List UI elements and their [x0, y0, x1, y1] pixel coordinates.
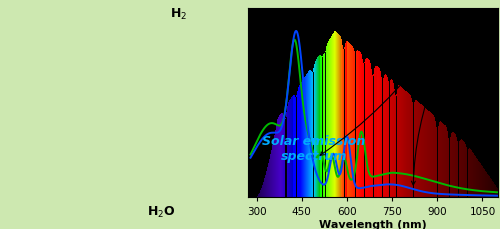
Text: RuCOF-TAPP(Zn): RuCOF-TAPP(Zn): [401, 58, 480, 185]
Text: Solar emission
spectrum: Solar emission spectrum: [262, 134, 366, 162]
Text: RuCOF-TAPP(2H): RuCOF-TAPP(2H): [320, 28, 482, 155]
Text: H$_2$O: H$_2$O: [148, 204, 176, 219]
X-axis label: Wavelength (nm): Wavelength (nm): [318, 219, 426, 229]
Text: H$_2$: H$_2$: [170, 7, 186, 22]
